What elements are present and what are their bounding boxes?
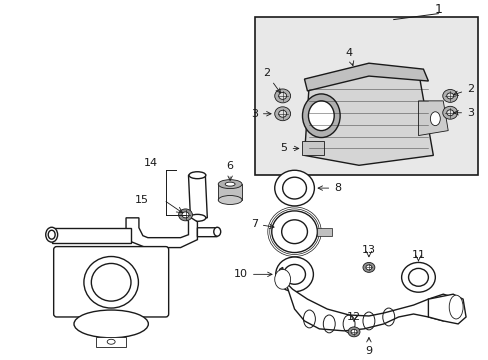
Ellipse shape [274,269,290,289]
Ellipse shape [274,107,290,121]
Polygon shape [279,267,457,331]
Ellipse shape [446,93,453,99]
Text: 7: 7 [250,219,273,229]
Ellipse shape [178,209,192,221]
Ellipse shape [362,262,374,273]
Text: 9: 9 [365,338,372,356]
Text: 6: 6 [226,161,233,180]
Ellipse shape [224,182,235,186]
Text: 2: 2 [453,84,473,95]
Ellipse shape [446,110,453,116]
Text: 2: 2 [262,68,280,93]
Text: 8: 8 [318,183,341,193]
Ellipse shape [274,170,314,206]
Ellipse shape [442,90,457,102]
Text: 1: 1 [433,3,441,16]
Ellipse shape [365,265,371,270]
Ellipse shape [278,110,286,117]
Text: 10: 10 [233,269,271,279]
Ellipse shape [448,295,462,319]
Ellipse shape [107,339,115,344]
Ellipse shape [350,329,356,334]
Polygon shape [302,140,324,156]
Ellipse shape [442,106,457,119]
Polygon shape [197,228,217,237]
Text: 3: 3 [453,108,473,118]
Polygon shape [304,63,427,91]
Ellipse shape [308,101,333,131]
Bar [317,228,331,236]
FancyBboxPatch shape [54,247,168,317]
Ellipse shape [182,212,188,218]
Ellipse shape [218,180,242,189]
Text: 5: 5 [280,143,298,153]
Ellipse shape [274,89,290,103]
Ellipse shape [91,264,131,301]
Ellipse shape [347,327,359,337]
Polygon shape [418,101,447,136]
Bar [254,17,477,175]
Ellipse shape [281,220,307,244]
Bar [218,184,242,200]
Ellipse shape [302,94,340,138]
Ellipse shape [283,265,305,284]
Ellipse shape [188,172,205,179]
Ellipse shape [188,214,205,221]
Text: 14: 14 [143,158,158,168]
Polygon shape [188,175,207,218]
Polygon shape [427,294,465,324]
Ellipse shape [275,257,313,292]
Ellipse shape [46,227,58,242]
Text: 15: 15 [135,195,148,205]
Text: 11: 11 [410,249,425,260]
Ellipse shape [429,112,439,126]
Ellipse shape [271,211,317,252]
Ellipse shape [408,269,427,286]
Text: 3: 3 [250,109,270,119]
Ellipse shape [213,227,220,236]
Text: 13: 13 [361,244,375,255]
Polygon shape [52,228,131,243]
Bar [96,337,126,347]
Ellipse shape [401,262,434,292]
Ellipse shape [218,195,242,204]
Ellipse shape [91,324,131,334]
Polygon shape [91,314,131,329]
Text: 4: 4 [345,48,353,66]
Ellipse shape [278,93,286,99]
Polygon shape [126,215,197,248]
Ellipse shape [282,177,306,199]
Polygon shape [304,66,432,165]
Ellipse shape [84,257,138,308]
Text: 12: 12 [346,312,360,322]
Ellipse shape [74,310,148,338]
Ellipse shape [48,230,55,239]
